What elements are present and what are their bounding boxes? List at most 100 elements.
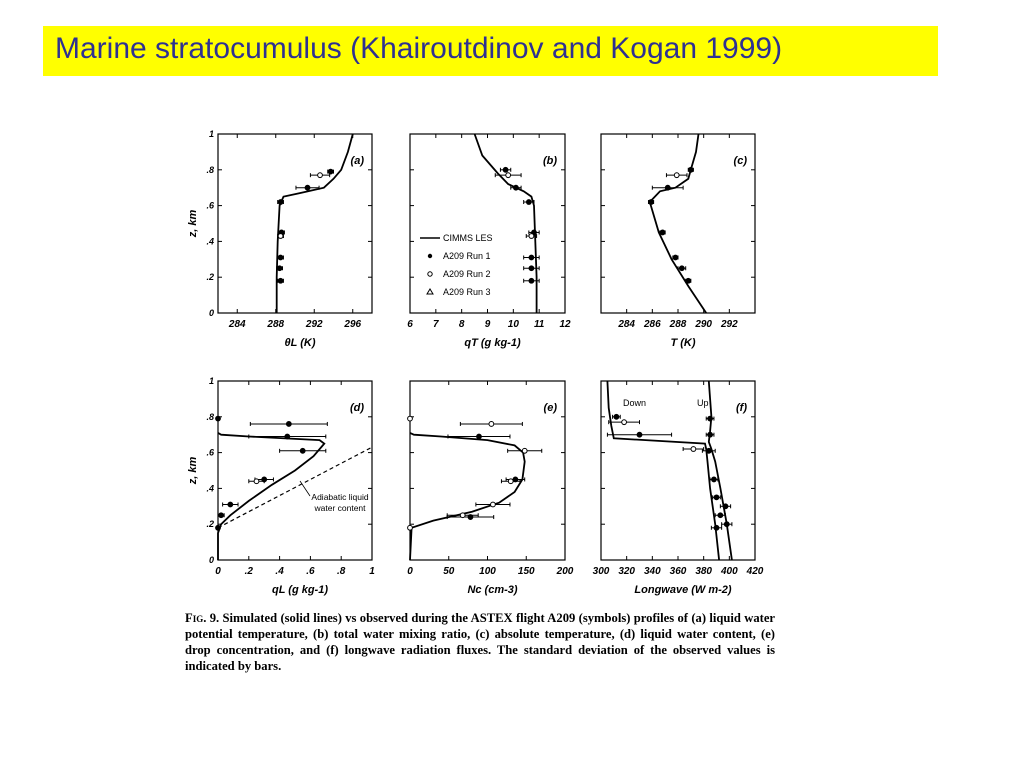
panel-d-adiabatic-line (217, 446, 373, 529)
panel-a-label: (a) (351, 155, 365, 167)
panel-f-xtick-label: 400 (720, 566, 738, 577)
panel-d-xtick-label: .2 (245, 566, 254, 577)
panel-b-xtick-label: 9 (485, 319, 491, 330)
panel-c-xtick-label: 284 (617, 319, 635, 330)
panel-b-xtick-label: 8 (459, 319, 465, 330)
panel-a-obs-point (277, 277, 284, 284)
panel-b-obs-point (528, 265, 535, 272)
panel-f-obs-point (613, 413, 620, 420)
panel-a-obs-point (276, 265, 283, 272)
panel-a-obs-point (277, 199, 284, 205)
panel-f-obs-point (636, 431, 643, 438)
panel-f-obs-point (713, 524, 720, 531)
panel-a-obs-point (277, 233, 284, 239)
panel-f-xtick-label: 380 (695, 566, 712, 577)
panel-b-obs-point (528, 233, 535, 239)
panel-d-ytick-label: 1 (209, 376, 214, 386)
panel-a-ytick-label: .2 (206, 272, 214, 282)
panel-d-ytick-label: .6 (206, 448, 215, 458)
panel-d-obs-point (215, 415, 221, 422)
panel-b-obs-point (525, 199, 532, 205)
legend-entry-label: A209 Run 2 (443, 269, 491, 279)
panel-e-obs-point (521, 447, 528, 454)
panel-b-obs-point (528, 254, 535, 261)
panel-a-xtick-label: 292 (305, 319, 323, 330)
panel-a-ytick-label: 1 (209, 129, 214, 139)
panel-b-xtick-label: 11 (534, 319, 545, 330)
panel-c-frame (600, 133, 756, 314)
panel-e-obs-point (476, 433, 482, 440)
panel-f-les-line-1 (707, 380, 733, 561)
panel-b-xtick-label: 6 (407, 319, 413, 330)
legend-entry-label: A209 Run 1 (443, 251, 491, 261)
panel-e-obs-point (490, 501, 496, 508)
panel-f-obs-point (713, 494, 720, 501)
panel-a-xtick-label: 296 (343, 319, 361, 330)
panel-c-xtick-label: 290 (694, 319, 712, 330)
panel-f-up-label: Up (697, 398, 709, 408)
panel-b-xtick-label: 10 (508, 319, 520, 330)
panel-e-label: (e) (544, 402, 558, 414)
panel-f-obs-point (705, 447, 712, 454)
panel-b-xlabel: qT (g kg-1) (464, 337, 521, 349)
legend-open-circle-icon (427, 271, 433, 277)
panel-a-ylabel: z, km (187, 210, 199, 239)
panel-e-obs-point (407, 524, 413, 531)
panel-f-obs-point (707, 415, 713, 422)
panel-a-ytick-label: .6 (206, 201, 215, 211)
panel-a-obs-point (317, 172, 323, 179)
panel-d-label: (d) (350, 402, 364, 414)
panel-a-ytick-label: .8 (206, 165, 214, 175)
panel-b-xtick-label: 7 (433, 319, 439, 330)
panel-f-obs-point (707, 431, 713, 438)
panel-d-xtick-label: 1 (369, 566, 375, 577)
legend-entry-label: CIMMS LES (443, 233, 493, 243)
legend-entry-label: A209 Run 3 (443, 287, 491, 297)
panel-f-les-line-0 (606, 380, 720, 561)
panel-f-label: (f) (736, 402, 747, 414)
panel-a-obs-point (277, 254, 284, 261)
panel-f-xtick-label: 340 (644, 566, 661, 577)
panel-e-xtick-label: 100 (479, 566, 496, 577)
panel-a-obs-point (304, 184, 311, 191)
panel-f-obs-point (711, 476, 717, 483)
panel-c-xtick-label: 288 (669, 319, 687, 330)
panel-d-annotation-pointer (299, 480, 311, 497)
panel-d-obs-point (285, 421, 292, 427)
panel-c-obs-point (648, 199, 654, 205)
panel-e-xtick-label: 150 (518, 566, 535, 577)
panel-e-frame (409, 380, 566, 561)
panel-d-xtick-label: .4 (275, 566, 284, 577)
panel-d-xtick-label: .6 (306, 566, 315, 577)
panel-a-ytick-label: .4 (206, 236, 214, 246)
panel-a-ytick-label: 0 (209, 308, 214, 318)
caption-label: Fig. 9. (185, 611, 220, 625)
panel-d-obs-point (253, 478, 260, 485)
panel-d-annotation-line1: Adiabatic liquid (311, 492, 368, 502)
panel-b-obs-point (528, 277, 535, 284)
panel-b-label: (b) (543, 155, 557, 167)
panel-a-les-line-0 (275, 133, 354, 313)
panel-e-obs-point (488, 421, 495, 427)
panel-f-obs-point (690, 446, 697, 452)
panel-d-les-line-0 (217, 432, 326, 560)
panel-d-frame (217, 380, 373, 561)
panel-d-annotation-line2: water content (313, 503, 366, 513)
figure-caption: Fig. 9. Simulated (solid lines) vs obser… (185, 610, 775, 674)
panel-f-xtick-label: 360 (670, 566, 687, 577)
panel-e-obs-point (507, 478, 514, 485)
panel-a-xtick-label: 284 (228, 319, 246, 330)
panel-f-obs-point (717, 512, 724, 519)
panel-e-xtick-label: 200 (556, 566, 574, 577)
panel-a-frame (217, 133, 373, 314)
panel-e-xlabel: Nc (cm-3) (467, 584, 517, 596)
panel-d-obs-point (284, 433, 291, 440)
panel-d-ytick-label: .2 (206, 519, 214, 529)
panel-a-xlabel: θL (K) (285, 337, 316, 349)
panel-c-les-line-0 (648, 133, 707, 314)
slide-title: Marine stratocumulus (Khairoutdinov and … (55, 32, 783, 65)
panel-b-obs-point (505, 172, 512, 179)
figure-panels: 284 288 292 296 0 .2 .4 .6 .8 1 (a) θL (K) z, km 6 7 8 9… (187, 129, 764, 596)
panel-c-obs-point (672, 254, 679, 261)
panel-f-obs-point (722, 503, 729, 510)
